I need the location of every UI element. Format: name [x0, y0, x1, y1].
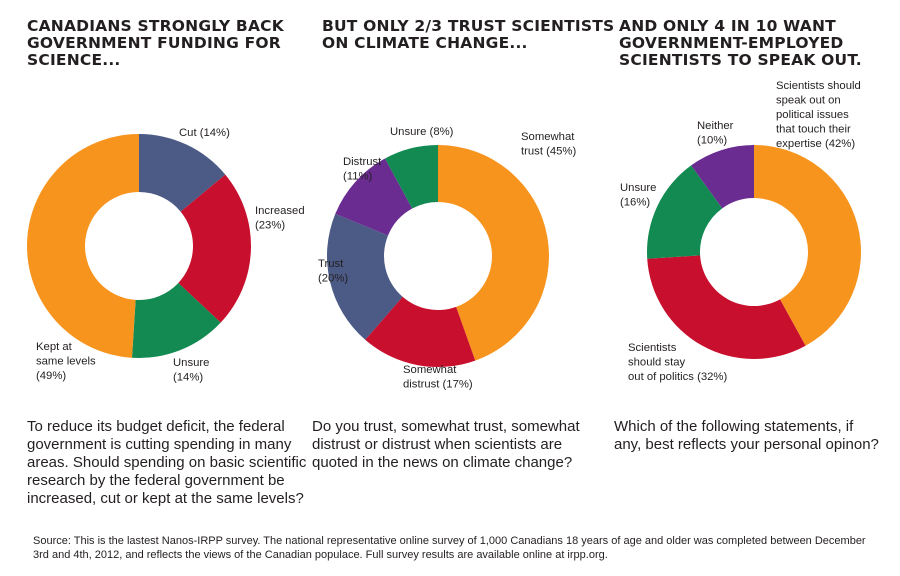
donut-3-slice-2 — [647, 255, 806, 359]
donut-2-label-2: Somewhat distrust (17%) — [403, 364, 473, 391]
donut-1-slice-2 — [178, 174, 252, 323]
donut-1-slice-1 — [139, 134, 226, 212]
donut-2-label-5: Unsure (8%) — [390, 126, 454, 138]
donut-1-label-1: Cut (14%) — [179, 127, 230, 139]
chart-3-question: Which of the following statements, if an… — [614, 418, 879, 453]
chart-1-question: To reduce its budget deficit, the federa… — [27, 418, 307, 507]
donut-chart-2: Somewhat trust (45%) Somewhat distrust (17%… — [318, 126, 576, 391]
donut-3-slice-4 — [691, 144, 754, 209]
donut-3-slice-3 — [646, 165, 723, 259]
donut-2-label-3: Trust (20%) — [318, 258, 348, 285]
donut-chart-3: Scientists should speak out on political i… — [620, 80, 861, 383]
chart-2-heading: BUT ONLY 2/3 TRUST SCIENTISTS ON CLIMATE… — [322, 17, 615, 52]
donut-2-label-4: Distrust (11%) — [343, 156, 382, 183]
donut-1-label-4: Kept at same levels (49%) — [36, 341, 96, 382]
chart-1-heading: CANADIANS STRONGLY BACK GOVERNMENT FUNDI… — [27, 17, 284, 69]
donut-2-slice-1 — [438, 145, 549, 361]
donut-3-label-2: Scientists should stay out of politics (32… — [628, 342, 727, 383]
donut-1-slice-3 — [131, 282, 221, 358]
donut-1-label-2: Increased (23%) — [255, 205, 305, 232]
donut-2-slice-2 — [365, 296, 476, 367]
donut-3-label-3: Unsure (16%) — [620, 182, 656, 209]
donut-3-label-1: Scientists should speak out on political i… — [776, 80, 861, 150]
donut-3-slice-1 — [754, 145, 861, 346]
donut-2-slice-3 — [327, 213, 403, 340]
donut-3-label-4: Neither (10%) — [697, 120, 734, 147]
donut-1-label-3: Unsure (14%) — [173, 357, 209, 384]
donut-2-label-1: Somewhat trust (45%) — [521, 131, 576, 158]
donut-chart-1: Cut (14%) Increased (23%) Unsure (14%) Kept a… — [27, 127, 305, 384]
donut-2-slice-5 — [385, 145, 438, 209]
donut-2-slice-4 — [335, 158, 413, 236]
chart-2-question: Do you trust, somewhat trust, somewhat d… — [312, 418, 580, 471]
chart-3-heading: AND ONLY 4 IN 10 WANT GOVERNMENT-EMPLOYE… — [619, 17, 862, 69]
source-note: Source: This is the lastest Nanos-IRPP s… — [33, 535, 866, 561]
donut-1-slice-4 — [27, 134, 140, 358]
